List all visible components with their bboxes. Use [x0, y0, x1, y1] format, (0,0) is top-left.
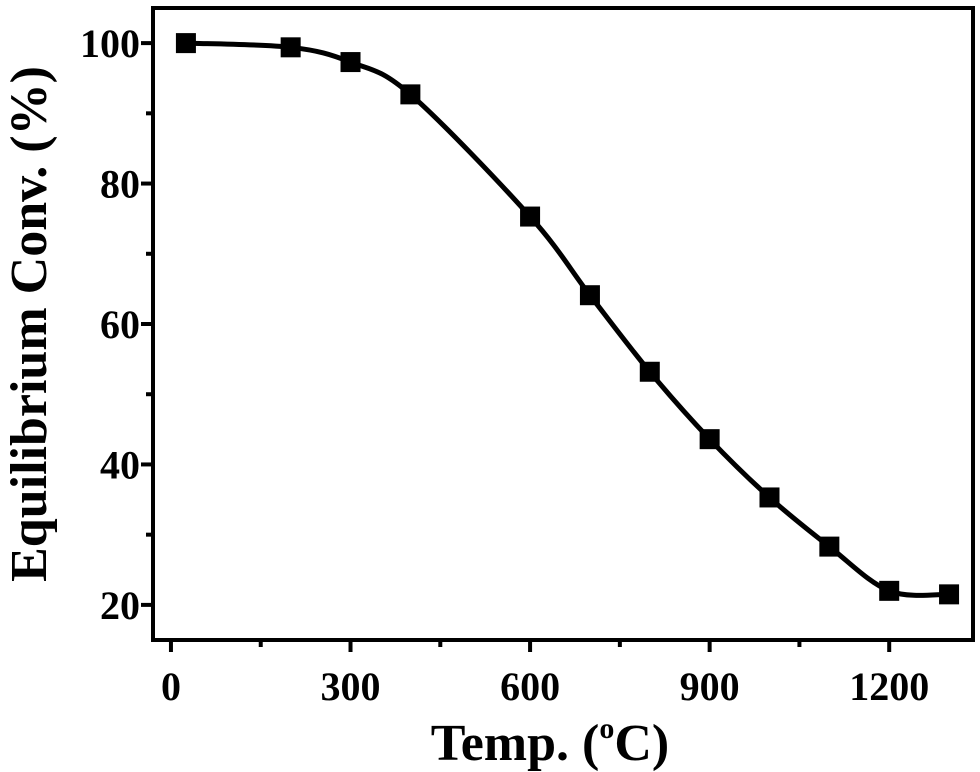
series-curve [185, 40, 950, 598]
x-tick-label: 0 [161, 664, 181, 709]
x-tick-label: 900 [680, 664, 740, 709]
x-axis-title-unit: C) [614, 715, 669, 772]
x-tick-label: 300 [321, 664, 381, 709]
data-point-marker [400, 84, 421, 105]
y-axis-title: Equilibrium Conv. (%) [1, 66, 58, 582]
data-point-marker [879, 580, 900, 601]
x-tick-label: 1200 [849, 664, 929, 709]
data-point-marker [579, 285, 600, 306]
axis-tick-labels: 0 300 600 900 1200 20 40 60 80 100 [80, 21, 929, 709]
data-point-marker [819, 536, 840, 557]
data-point-marker [280, 37, 301, 58]
plot-frame [151, 6, 975, 642]
data-point-marker [699, 429, 720, 450]
data-point-marker [939, 584, 960, 605]
x-axis-title: Temp. (oC) [431, 712, 669, 772]
x-axis-title-main: Temp. ( [431, 715, 600, 772]
axis-ticks [141, 41, 892, 652]
y-tick-label: 40 [100, 442, 140, 487]
y-tick-label: 100 [80, 21, 140, 66]
data-point-marker [759, 487, 780, 508]
y-tick-label: 80 [100, 162, 140, 207]
y-tick-label: 60 [100, 302, 140, 347]
series-markers [175, 33, 960, 605]
x-axis-title-degree: o [599, 712, 614, 745]
data-point-marker [340, 52, 361, 73]
x-tick-label: 600 [500, 664, 560, 709]
data-point-marker [639, 361, 660, 382]
y-tick-label: 20 [100, 583, 140, 628]
data-point-marker [520, 206, 541, 227]
data-point-marker [175, 33, 196, 54]
